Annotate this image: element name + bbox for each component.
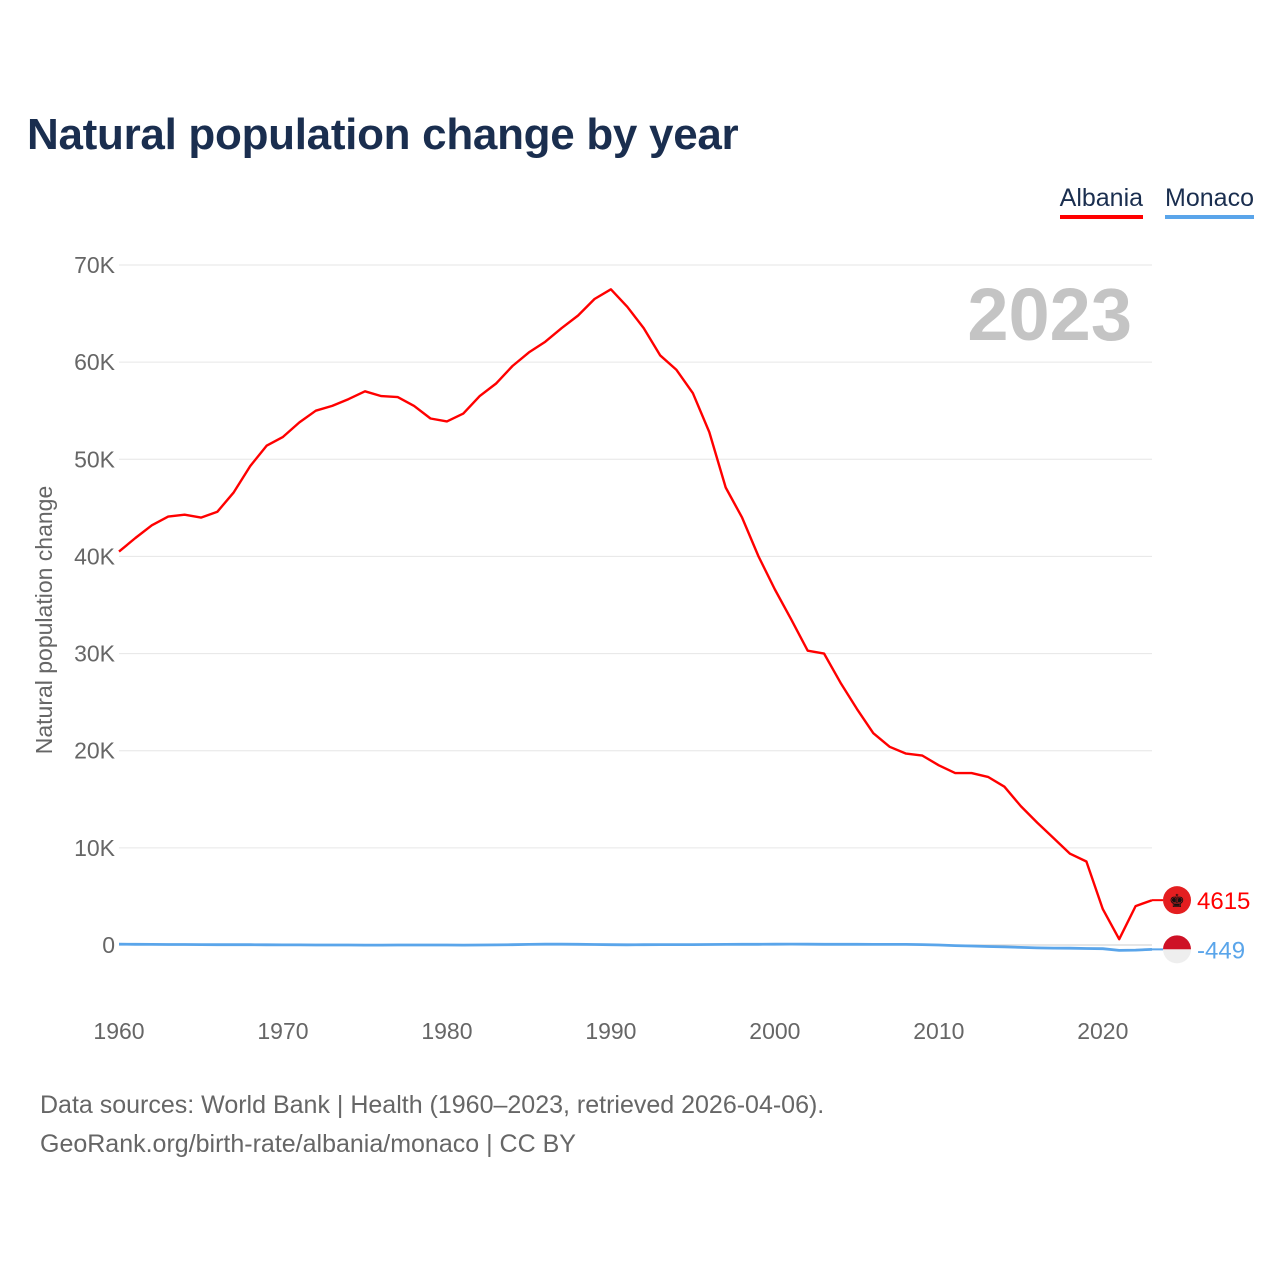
y-tick-label: 50K bbox=[74, 446, 116, 472]
eagle-icon: ♚ bbox=[1169, 891, 1185, 911]
albania-flag-icon bbox=[1163, 886, 1191, 915]
footer-sources: Data sources: World Bank | Health (1960–… bbox=[40, 1091, 825, 1119]
series-line-albania bbox=[118, 288, 1153, 941]
x-tick-label: 1980 bbox=[421, 1018, 472, 1044]
flag-red-half bbox=[1163, 935, 1191, 950]
legend: Albania Monaco bbox=[1059, 184, 1254, 219]
x-tick-label: 2000 bbox=[749, 1018, 800, 1044]
chart-area: 0 10K 20K 30K 40K 50K 60K 70K 1960 1970 1980 1990 20… bbox=[31, 252, 1250, 1044]
end-value-label: -449 bbox=[1197, 937, 1245, 964]
y-tick-label: 40K bbox=[74, 543, 116, 569]
footer-link[interactable]: GeoRank.org/birth-rate/albania/monaco | … bbox=[40, 1130, 576, 1158]
end-value-label: 4615 bbox=[1197, 888, 1250, 915]
x-tick-label: 1960 bbox=[93, 1018, 144, 1044]
x-tick-label: 2020 bbox=[1077, 1018, 1128, 1044]
y-tick-label: 70K bbox=[74, 252, 116, 278]
chart-title: Natural population change by year bbox=[27, 110, 739, 159]
y-tick-label: 10K bbox=[74, 835, 116, 861]
legend-monaco[interactable]: Monaco bbox=[1165, 184, 1254, 219]
y-tick-label: 20K bbox=[74, 738, 116, 764]
flag-white-half bbox=[1163, 949, 1191, 964]
year-watermark: 2023 bbox=[967, 273, 1132, 356]
x-tick-label: 1970 bbox=[257, 1018, 308, 1044]
y-tick-label: 0 bbox=[102, 932, 115, 958]
x-tick-label: 2010 bbox=[913, 1018, 964, 1044]
y-tick-label: 60K bbox=[74, 349, 116, 375]
y-tick-label: 30K bbox=[74, 641, 116, 667]
legend-albania[interactable]: Albania bbox=[1059, 184, 1144, 219]
y-axis-label: Natural population change bbox=[31, 486, 57, 755]
x-tick-label: 1990 bbox=[585, 1018, 636, 1044]
series-line-monaco bbox=[118, 942, 1153, 952]
monaco-flag-icon bbox=[1163, 935, 1191, 964]
footer: Data sources: World Bank | Health (1960–… bbox=[40, 1086, 824, 1164]
